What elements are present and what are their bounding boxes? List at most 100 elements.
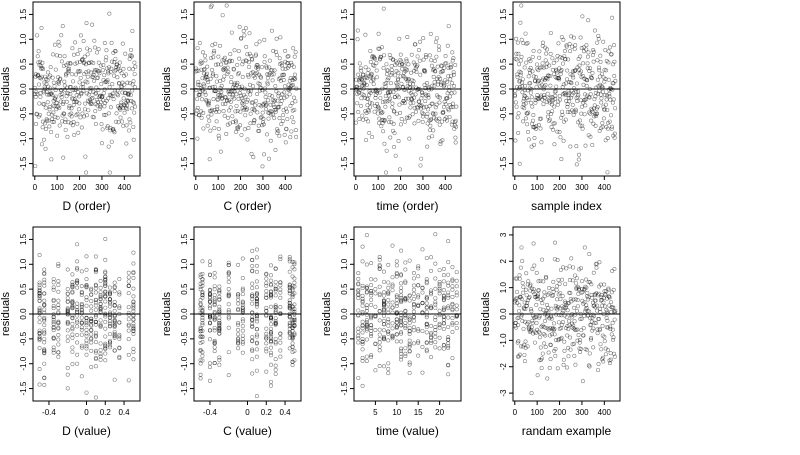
data-point bbox=[450, 321, 455, 326]
data-point bbox=[56, 39, 61, 44]
data-point bbox=[264, 102, 269, 107]
data-point bbox=[606, 60, 611, 65]
data-point bbox=[599, 96, 604, 101]
y-tick-label: 0.0 bbox=[19, 308, 28, 320]
data-point bbox=[381, 299, 386, 304]
data-point bbox=[49, 157, 54, 162]
data-point bbox=[65, 291, 70, 296]
data-point bbox=[103, 334, 108, 339]
x-tick-label: 0 bbox=[245, 408, 250, 417]
y-tick-label: 0.5 bbox=[180, 58, 189, 70]
data-point bbox=[424, 281, 429, 286]
data-point bbox=[399, 62, 404, 67]
data-point bbox=[131, 350, 136, 355]
data-point bbox=[452, 90, 457, 95]
data-point bbox=[215, 107, 220, 112]
data-point bbox=[268, 383, 273, 388]
data-point bbox=[598, 306, 603, 311]
data-point bbox=[262, 54, 267, 59]
data-point bbox=[200, 291, 205, 296]
data-point bbox=[107, 85, 112, 90]
data-point bbox=[547, 63, 552, 68]
data-point bbox=[538, 331, 543, 336]
data-point bbox=[205, 64, 210, 69]
x-tick-label: 0 bbox=[194, 183, 199, 192]
data-point bbox=[374, 75, 379, 80]
data-point bbox=[207, 321, 212, 326]
data-point bbox=[63, 73, 68, 78]
y-tick-label: 0.5 bbox=[19, 283, 28, 295]
data-point bbox=[212, 270, 217, 275]
x-tick-label: 100 bbox=[50, 183, 64, 192]
data-point bbox=[583, 284, 588, 289]
data-point bbox=[377, 293, 382, 298]
data-point bbox=[42, 277, 47, 282]
data-point bbox=[214, 119, 219, 124]
data-point bbox=[556, 338, 561, 343]
data-point bbox=[446, 65, 451, 70]
data-point bbox=[113, 49, 118, 54]
data-point bbox=[286, 88, 291, 93]
data-point bbox=[70, 327, 75, 332]
data-point bbox=[392, 145, 397, 150]
data-point bbox=[564, 315, 569, 320]
data-point bbox=[75, 281, 80, 286]
data-point bbox=[50, 92, 55, 97]
data-point bbox=[522, 93, 527, 98]
data-point bbox=[370, 135, 375, 140]
data-point bbox=[70, 362, 75, 367]
data-point bbox=[424, 315, 429, 320]
data-point bbox=[68, 92, 73, 97]
data-point bbox=[437, 346, 442, 351]
data-point bbox=[198, 325, 203, 330]
data-point bbox=[273, 304, 278, 309]
data-point bbox=[246, 74, 251, 79]
data-point bbox=[607, 91, 612, 96]
data-point bbox=[520, 77, 525, 82]
data-point bbox=[528, 282, 533, 287]
data-point bbox=[430, 101, 435, 106]
data-point bbox=[250, 301, 255, 306]
data-point bbox=[278, 280, 283, 285]
data-point bbox=[207, 108, 212, 113]
data-point bbox=[272, 115, 277, 120]
data-point bbox=[126, 92, 131, 97]
data-point bbox=[366, 109, 371, 114]
data-point bbox=[85, 80, 90, 85]
data-point bbox=[578, 346, 583, 351]
data-point bbox=[398, 52, 403, 57]
data-point bbox=[105, 69, 110, 74]
data-point bbox=[240, 307, 245, 312]
data-point bbox=[131, 286, 136, 291]
data-point bbox=[377, 90, 382, 95]
data-point bbox=[379, 45, 384, 50]
data-point bbox=[374, 68, 379, 73]
data-point bbox=[587, 309, 592, 314]
data-point bbox=[556, 41, 561, 46]
data-point bbox=[399, 339, 404, 344]
data-point bbox=[522, 359, 527, 364]
data-point bbox=[93, 297, 98, 302]
data-point bbox=[548, 83, 553, 88]
data-point bbox=[274, 52, 279, 57]
data-point bbox=[368, 48, 373, 53]
data-point bbox=[77, 47, 82, 52]
data-point bbox=[195, 136, 200, 141]
data-point bbox=[126, 270, 131, 275]
data-point bbox=[207, 259, 212, 264]
y-tick-label: -1.0 bbox=[340, 131, 349, 145]
data-point bbox=[60, 24, 65, 29]
data-point bbox=[399, 357, 404, 362]
data-point bbox=[224, 132, 229, 137]
data-point bbox=[273, 266, 278, 271]
data-point bbox=[593, 298, 598, 303]
data-point bbox=[581, 45, 586, 50]
data-point bbox=[356, 281, 361, 286]
data-point bbox=[42, 317, 47, 322]
data-point bbox=[51, 348, 56, 353]
data-point bbox=[609, 332, 614, 337]
data-point bbox=[446, 346, 451, 351]
data-point bbox=[269, 72, 274, 77]
data-point bbox=[112, 377, 117, 382]
data-point bbox=[292, 348, 297, 353]
